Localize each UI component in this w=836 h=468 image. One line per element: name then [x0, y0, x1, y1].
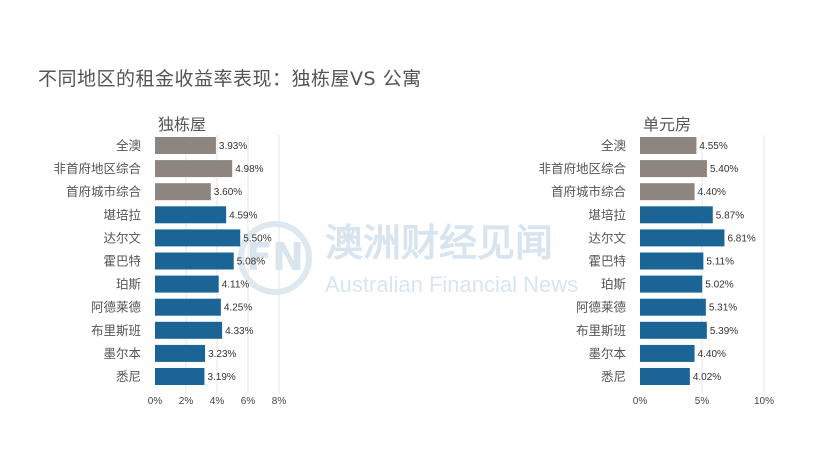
category-label: 悉尼: [601, 369, 626, 384]
category-label: 非首府地区综合: [538, 161, 626, 176]
category-label: 全澳: [116, 138, 142, 153]
watermark: FN 澳洲财经见闻 Australian Financial News: [238, 221, 578, 297]
value-label: 3.19%: [207, 372, 235, 383]
bar: [155, 275, 219, 293]
value-label: 4.11%: [222, 280, 250, 291]
tick-label: 0%: [633, 396, 648, 407]
category-label: 布里斯班: [576, 323, 626, 338]
category-label: 珀斯: [601, 277, 626, 292]
value-label: 4.25%: [224, 303, 252, 314]
bar: [640, 183, 695, 201]
value-label: 5.50%: [243, 233, 271, 244]
bar: [640, 160, 707, 178]
category-label: 布里斯班: [91, 323, 141, 338]
value-label: 3.93%: [219, 141, 247, 152]
value-label: 4.02%: [693, 372, 721, 383]
value-label: 5.11%: [706, 257, 734, 268]
value-label: 4.40%: [698, 187, 726, 198]
bar: [640, 344, 695, 362]
bar: [155, 160, 233, 178]
category-label: 堪培拉: [103, 207, 141, 222]
bar: [640, 275, 703, 293]
category-label: 堪培拉: [588, 207, 626, 222]
category-label: 达尔文: [588, 230, 626, 245]
bar: [640, 206, 713, 224]
bar: [155, 344, 206, 362]
value-label: 5.02%: [705, 280, 733, 291]
tick-label: 2%: [179, 396, 194, 407]
category-label: 阿德莱德: [576, 300, 627, 315]
value-label: 6.81%: [727, 233, 755, 244]
category-label: 墨尔本: [588, 346, 626, 361]
bar: [155, 321, 223, 339]
value-label: 5.87%: [716, 210, 744, 221]
value-label: 4.40%: [698, 349, 726, 360]
category-label: 非首府地区综合: [53, 161, 141, 176]
bar: [155, 229, 241, 247]
value-label: 4.59%: [229, 210, 257, 221]
bar: [640, 252, 704, 270]
category-label: 首府城市综合: [66, 184, 142, 199]
watermark-logo-icon: [238, 221, 312, 295]
bar: [155, 252, 234, 270]
category-label: 首府城市综合: [551, 184, 627, 199]
value-label: 5.31%: [709, 303, 737, 314]
bar: [155, 206, 227, 224]
category-label: 全澳: [601, 138, 627, 153]
watermark-logo-text: FN: [246, 235, 304, 279]
category-label: 墨尔本: [103, 346, 141, 361]
bar: [640, 321, 707, 339]
tick-label: 10%: [754, 396, 774, 407]
category-label: 阿德莱德: [91, 300, 142, 315]
bar: [640, 298, 706, 316]
bar: [155, 137, 216, 154]
tick-label: 8%: [272, 396, 287, 407]
category-label: 达尔文: [103, 230, 141, 245]
bar: [640, 137, 697, 154]
value-label: 4.55%: [699, 141, 727, 152]
bar: [155, 368, 205, 385]
value-label: 3.23%: [208, 349, 236, 360]
value-label: 5.08%: [237, 257, 265, 268]
category-label: 悉尼: [116, 369, 141, 384]
watermark-cn: 澳洲财经见闻: [325, 221, 553, 265]
bar: [640, 368, 690, 385]
value-label: 3.60%: [214, 187, 242, 198]
value-label: 4.98%: [235, 164, 263, 175]
bar: [155, 183, 211, 201]
chart-title: 独栋屋: [158, 115, 206, 134]
category-label: 霍巴特: [103, 254, 141, 269]
bar: [640, 229, 725, 247]
tick-label: 6%: [241, 396, 256, 407]
chart-title: 单元房: [643, 115, 691, 134]
bar: [155, 298, 221, 316]
tick-label: 5%: [695, 396, 710, 407]
tick-label: 0%: [148, 396, 163, 407]
page-title: 不同地区的租金收益率表现：独栋屋VS 公寓: [38, 68, 422, 90]
value-label: 4.33%: [225, 326, 253, 337]
value-label: 5.39%: [710, 326, 738, 337]
category-label: 珀斯: [116, 277, 141, 292]
category-label: 霍巴特: [588, 254, 626, 269]
tick-label: 4%: [210, 396, 225, 407]
watermark-en: Australian Financial News: [325, 272, 578, 297]
value-label: 5.40%: [710, 164, 738, 175]
